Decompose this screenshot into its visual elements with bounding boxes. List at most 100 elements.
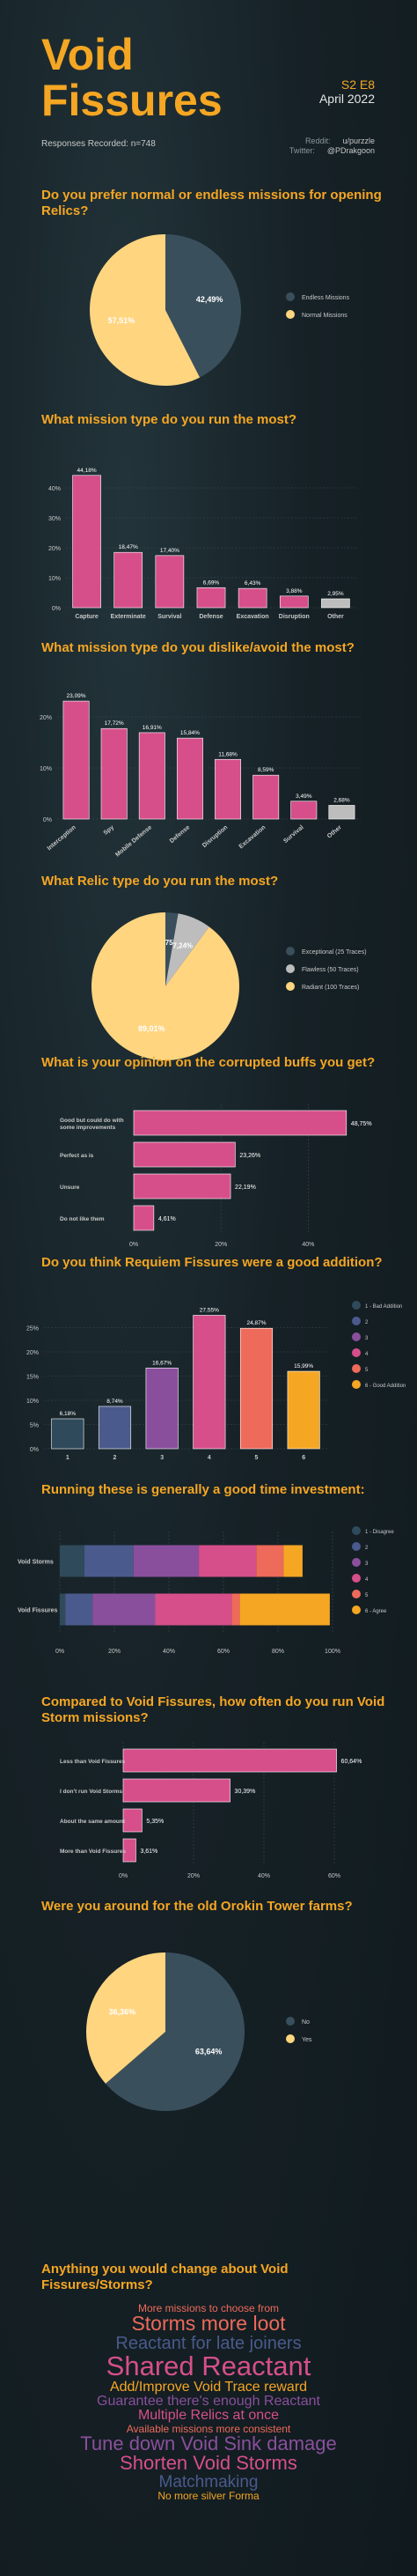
pie-chart-relic-type: 2,75%7,24% 89,01% Exceptional (25 Traces) F… <box>91 912 367 1060</box>
bar <box>122 1748 337 1773</box>
bar <box>215 758 242 820</box>
title-line-2: Fissures <box>41 76 223 125</box>
x-tick-label: 20% <box>187 1873 200 1879</box>
page-title: Void Fissures <box>41 32 223 123</box>
y-tick-label: 25% <box>26 1326 39 1332</box>
question-requiem-fissures: Do you think Requiem Fissures were a goo… <box>41 1255 383 1270</box>
legend-label: 3 <box>365 1561 369 1567</box>
bar-data-label: 24,87% <box>246 1320 266 1326</box>
bar-data-label: 8,59% <box>258 767 274 773</box>
y-tick-label: 30% <box>48 516 61 522</box>
legend-swatch <box>352 1380 361 1389</box>
bar <box>290 801 318 820</box>
legend-label: 4 <box>365 1577 369 1583</box>
stacked-bar-segment <box>199 1545 257 1577</box>
x-tick-label: Disruption <box>201 824 229 849</box>
title-line-1: Void <box>41 30 134 79</box>
bar <box>287 1370 320 1450</box>
x-tick-label: Excavation <box>238 824 267 850</box>
word-cloud-phrase: Shared Reactant <box>106 2351 311 2382</box>
x-tick-label: Spy <box>103 824 115 837</box>
legend-label: 2 <box>365 1546 369 1551</box>
legend-label: Endless Missions <box>302 295 350 301</box>
x-tick-label: 4 <box>208 1455 211 1461</box>
question-orokin-tower: Were you around for the old Orokin Tower… <box>41 1899 353 1914</box>
y-tick-label: 10% <box>40 766 52 772</box>
legend-label: 1 - Disagree <box>365 1530 394 1535</box>
legend-label: Radiant (100 Traces) <box>302 985 359 991</box>
legend-swatch <box>286 292 295 301</box>
y-tick-label: 20% <box>48 546 61 552</box>
bar <box>100 727 128 820</box>
bar-data-label: 44,18% <box>77 468 97 474</box>
stacked-bar-segment <box>155 1593 232 1626</box>
word-cloud-phrase: Matchmaking <box>158 2472 259 2491</box>
bar <box>133 1205 155 1231</box>
y-tick-label: 5% <box>30 1423 39 1429</box>
word-cloud-phrase: Multiple Relics at once <box>137 2408 280 2424</box>
question-mission-most: What mission type do you run the most? <box>41 412 297 427</box>
bar-data-label: 23,26% <box>239 1153 260 1159</box>
bar <box>138 732 165 820</box>
x-tick-label: 0% <box>55 1649 64 1655</box>
x-tick-label: 5 <box>255 1455 259 1461</box>
bar <box>133 1110 348 1136</box>
pie-data-label: 2,75% <box>159 939 179 947</box>
stacked-bar-segment <box>65 1593 93 1626</box>
legend-label: 5 <box>365 1593 369 1598</box>
legend-label: Yes <box>302 2037 312 2043</box>
bar-chart-requiem-fissures: 0% 5% 10% 15% 20% 25% 6,18% 1 8,74% 2 16,67% 3 27,55… <box>26 1301 406 1461</box>
legend-swatch <box>352 1590 361 1598</box>
bar <box>321 598 350 609</box>
question-void-storm-frequency: Compared to Void Fissures, how often do … <box>41 1694 385 1725</box>
y-tick-label: 40% <box>48 486 61 492</box>
pie-slice <box>86 1952 165 2084</box>
bar-data-label: 5,35% <box>146 1819 164 1825</box>
stacked-bar-segment <box>239 1593 330 1626</box>
y-tick-label: 15% <box>26 1375 39 1381</box>
bar <box>133 1173 231 1199</box>
x-tick-label: 6 <box>302 1455 305 1461</box>
x-tick-label: 40% <box>258 1873 270 1879</box>
bar <box>279 595 309 609</box>
bar <box>193 1315 226 1450</box>
legend-swatch <box>286 947 295 956</box>
x-tick-label: 20% <box>108 1649 121 1655</box>
bar-data-label: 23,09% <box>67 693 86 699</box>
question-mission-dislike: What mission type do you dislike/avoid t… <box>41 640 355 655</box>
bar <box>122 1778 230 1803</box>
x-tick-label: 100% <box>325 1649 340 1655</box>
legend-label: 6 - Agree <box>365 1609 387 1614</box>
stacked-bar-segment <box>84 1545 134 1577</box>
question-corrupted-buffs: What is your opinion on the corrupted bu… <box>41 1055 376 1070</box>
legend-swatch <box>286 310 295 319</box>
bar <box>51 1418 84 1450</box>
season-label: S2 E8 <box>340 78 375 92</box>
bar-chart-corrupted-buffs: 0% 20% 40% 48,75% Good but could do withsome… <box>60 1103 372 1246</box>
x-tick-label: 60% <box>217 1649 230 1655</box>
legend-label: 4 <box>365 1352 369 1357</box>
x-tick-label: 80% <box>272 1649 284 1655</box>
word-cloud-phrase: Storms more loot <box>131 2312 286 2336</box>
bar-data-label: 22,19% <box>235 1185 256 1191</box>
bar-chart-void-storm-frequency: 0% 20% 40% 60% 60,64% Less than Void Fissures… <box>60 1742 362 1879</box>
question-time-investment: Running these is generally a good time i… <box>41 1482 365 1497</box>
word-cloud: More missions to choose from Storms more … <box>0 2303 417 2502</box>
responses-count: Responses Recorded: n=748 <box>41 139 156 149</box>
bar-data-label: 30,39% <box>235 1789 256 1795</box>
y-tick-label: some improvements <box>60 1125 116 1131</box>
legend-swatch <box>352 1332 361 1341</box>
x-tick-label: Other <box>326 824 343 840</box>
bar <box>196 587 226 609</box>
legend-label: 1 - Bad Addition <box>365 1304 402 1310</box>
bar-data-label: 16,91% <box>143 725 162 731</box>
bar-data-label: 11,68% <box>218 751 238 757</box>
x-tick-label: 2 <box>113 1455 117 1461</box>
bar-data-label: 8,74% <box>106 1399 123 1405</box>
y-tick-label: Void Storms <box>18 1560 54 1566</box>
legend-swatch <box>352 1526 361 1535</box>
stacked-bar-segment <box>60 1545 84 1577</box>
word-cloud-phrase: Reactant for late joiners <box>115 2333 302 2353</box>
bar-data-label: 17,40% <box>160 548 179 554</box>
bar <box>122 1808 143 1833</box>
